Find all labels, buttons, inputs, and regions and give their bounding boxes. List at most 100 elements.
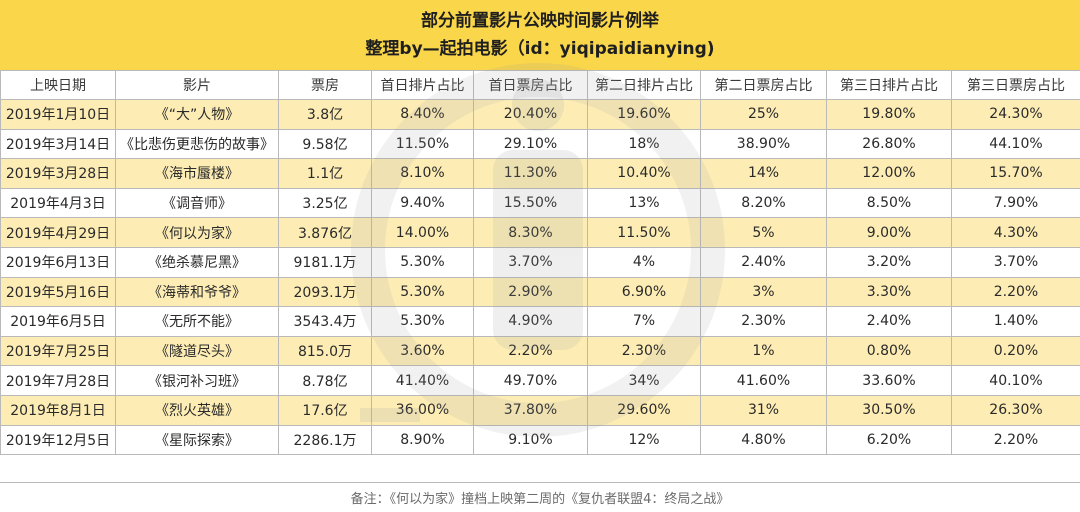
cell-box-office: 2093.1万 xyxy=(279,277,372,307)
cell-day2-boxoffice-share: 14% xyxy=(701,159,827,189)
table-subtitle: 整理by—起拍电影（id：yiqipaidianying) xyxy=(365,35,714,63)
box-office-table: 上映日期 影片 票房 首日排片占比 首日票房占比 第二日排片占比 第二日票房占比… xyxy=(0,70,1080,455)
cell-release-date: 2019年5月16日 xyxy=(1,277,116,307)
cell-day3-boxoffice-share: 2.20% xyxy=(952,277,1080,307)
cell-day1-boxoffice-share: 2.90% xyxy=(474,277,588,307)
cell-box-office: 8.78亿 xyxy=(279,366,372,396)
cell-release-date: 2019年4月3日 xyxy=(1,188,116,218)
cell-day3-screening-share: 2.40% xyxy=(827,307,952,337)
cell-day3-boxoffice-share: 7.90% xyxy=(952,188,1080,218)
cell-release-date: 2019年4月29日 xyxy=(1,218,116,248)
header-row: 上映日期 影片 票房 首日排片占比 首日票房占比 第二日排片占比 第二日票房占比… xyxy=(1,71,1080,100)
cell-day2-boxoffice-share: 4.80% xyxy=(701,425,827,455)
cell-day1-screening-share: 9.40% xyxy=(372,188,474,218)
cell-day2-boxoffice-share: 2.40% xyxy=(701,247,827,277)
cell-film-title: 《“大”人物》 xyxy=(116,100,279,130)
cell-day2-screening-share: 19.60% xyxy=(588,100,701,130)
cell-box-office: 3.8亿 xyxy=(279,100,372,130)
cell-day1-screening-share: 5.30% xyxy=(372,307,474,337)
cell-day1-boxoffice-share: 4.90% xyxy=(474,307,588,337)
cell-film-title: 《无所不能》 xyxy=(116,307,279,337)
cell-release-date: 2019年7月28日 xyxy=(1,366,116,396)
cell-day1-screening-share: 5.30% xyxy=(372,247,474,277)
table-title: 部分前置影片公映时间影片例举 xyxy=(421,7,659,35)
cell-box-office: 3543.4万 xyxy=(279,307,372,337)
cell-day1-screening-share: 41.40% xyxy=(372,366,474,396)
cell-box-office: 3.876亿 xyxy=(279,218,372,248)
cell-day3-screening-share: 3.20% xyxy=(827,247,952,277)
col-header-release-date: 上映日期 xyxy=(1,71,116,100)
cell-day3-screening-share: 12.00% xyxy=(827,159,952,189)
cell-day3-boxoffice-share: 1.40% xyxy=(952,307,1080,337)
cell-film-title: 《星际探索》 xyxy=(116,425,279,455)
cell-day3-boxoffice-share: 3.70% xyxy=(952,247,1080,277)
cell-day3-boxoffice-share: 0.20% xyxy=(952,336,1080,366)
cell-day1-boxoffice-share: 9.10% xyxy=(474,425,588,455)
cell-day3-screening-share: 3.30% xyxy=(827,277,952,307)
cell-box-office: 815.0万 xyxy=(279,336,372,366)
cell-release-date: 2019年8月1日 xyxy=(1,395,116,425)
cell-day1-boxoffice-share: 49.70% xyxy=(474,366,588,396)
cell-film-title: 《海蒂和爷爷》 xyxy=(116,277,279,307)
cell-day2-screening-share: 10.40% xyxy=(588,159,701,189)
col-header-box-office: 票房 xyxy=(279,71,372,100)
cell-day2-boxoffice-share: 8.20% xyxy=(701,188,827,218)
cell-film-title: 《何以为家》 xyxy=(116,218,279,248)
cell-day3-screening-share: 26.80% xyxy=(827,129,952,159)
cell-day3-screening-share: 8.50% xyxy=(827,188,952,218)
cell-day2-boxoffice-share: 5% xyxy=(701,218,827,248)
cell-release-date: 2019年1月10日 xyxy=(1,100,116,130)
cell-day1-boxoffice-share: 11.30% xyxy=(474,159,588,189)
cell-release-date: 2019年7月25日 xyxy=(1,336,116,366)
cell-film-title: 《调音师》 xyxy=(116,188,279,218)
cell-day2-boxoffice-share: 31% xyxy=(701,395,827,425)
cell-day2-boxoffice-share: 1% xyxy=(701,336,827,366)
cell-release-date: 2019年6月5日 xyxy=(1,307,116,337)
cell-day3-boxoffice-share: 24.30% xyxy=(952,100,1080,130)
cell-day1-boxoffice-share: 37.80% xyxy=(474,395,588,425)
cell-day3-screening-share: 33.60% xyxy=(827,366,952,396)
cell-day3-screening-share: 30.50% xyxy=(827,395,952,425)
cell-release-date: 2019年6月13日 xyxy=(1,247,116,277)
cell-film-title: 《隧道尽头》 xyxy=(116,336,279,366)
cell-day1-boxoffice-share: 15.50% xyxy=(474,188,588,218)
cell-day3-screening-share: 6.20% xyxy=(827,425,952,455)
cell-day1-boxoffice-share: 29.10% xyxy=(474,129,588,159)
cell-day3-screening-share: 19.80% xyxy=(827,100,952,130)
col-header-day1-screening: 首日排片占比 xyxy=(372,71,474,100)
cell-day1-boxoffice-share: 3.70% xyxy=(474,247,588,277)
cell-box-office: 1.1亿 xyxy=(279,159,372,189)
cell-day2-boxoffice-share: 3% xyxy=(701,277,827,307)
footnote: 备注：《何以为家》撞档上映第二周的《复仇者联盟4：终局之战》 xyxy=(0,482,1080,512)
col-header-day3-screening: 第三日排片占比 xyxy=(827,71,952,100)
cell-box-office: 9.58亿 xyxy=(279,129,372,159)
cell-day1-screening-share: 36.00% xyxy=(372,395,474,425)
cell-day2-screening-share: 4% xyxy=(588,247,701,277)
cell-release-date: 2019年12月5日 xyxy=(1,425,116,455)
cell-day1-screening-share: 8.40% xyxy=(372,100,474,130)
cell-day2-boxoffice-share: 2.30% xyxy=(701,307,827,337)
cell-day1-boxoffice-share: 20.40% xyxy=(474,100,588,130)
cell-day2-screening-share: 12% xyxy=(588,425,701,455)
col-header-day1-boxoffice: 首日票房占比 xyxy=(474,71,588,100)
cell-day2-screening-share: 29.60% xyxy=(588,395,701,425)
cell-day1-screening-share: 11.50% xyxy=(372,129,474,159)
cell-box-office: 9181.1万 xyxy=(279,247,372,277)
cell-day3-boxoffice-share: 44.10% xyxy=(952,129,1080,159)
col-header-day2-boxoffice: 第二日票房占比 xyxy=(701,71,827,100)
col-header-day2-screening: 第二日排片占比 xyxy=(588,71,701,100)
cell-film-title: 《绝杀慕尼黑》 xyxy=(116,247,279,277)
cell-day3-boxoffice-share: 4.30% xyxy=(952,218,1080,248)
cell-film-title: 《烈火英雄》 xyxy=(116,395,279,425)
cell-day2-boxoffice-share: 41.60% xyxy=(701,366,827,396)
cell-box-office: 3.25亿 xyxy=(279,188,372,218)
